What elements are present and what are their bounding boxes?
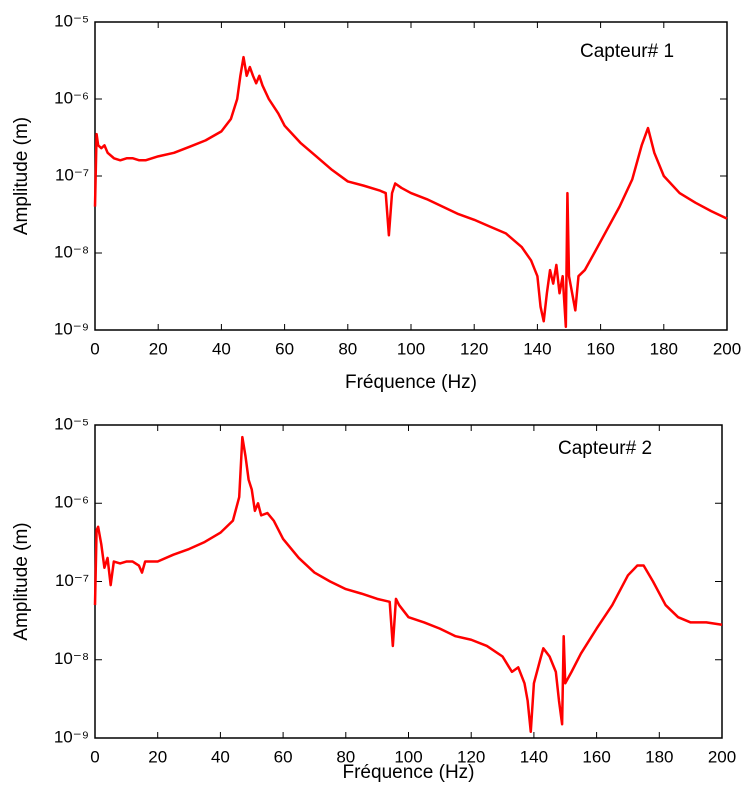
y-tick-label: 10⁻⁵ [54,414,89,433]
x-tick-label: 140 [523,339,551,358]
x-tick-label: 120 [457,747,485,766]
y-tick-label: 10⁻⁶ [54,88,89,107]
y-tick-label: 10⁻⁶ [54,493,89,512]
x-tick-label: 0 [90,339,99,358]
x-tick-label: 200 [713,339,741,358]
x-axis-label: Fréquence (Hz) [345,372,477,393]
annotation: Capteur# 1 [580,41,674,62]
x-tick-label: 160 [582,747,610,766]
data-line [93,55,728,329]
y-tick-label: 10⁻⁹ [54,319,89,338]
y-axis-label: Amplitude (m) [11,522,32,640]
y-tick-label: 10⁻⁹ [54,727,89,746]
x-tick-label: 0 [90,747,99,766]
x-tick-label: 100 [397,339,425,358]
x-tick-label: 140 [520,747,548,766]
x-tick-label: 60 [275,339,294,358]
x-tick-label: 40 [212,339,231,358]
x-tick-label: 60 [274,747,293,766]
plot-frame [94,424,723,739]
x-tick-label: 20 [149,339,168,358]
x-tick-label: 160 [586,339,614,358]
data-line [93,435,723,734]
x-tick-label: 20 [148,747,167,766]
x-tick-label: 80 [338,339,357,358]
x-tick-label: 180 [650,339,678,358]
annotation: Capteur# 2 [558,438,652,459]
x-tick-label: 200 [708,747,736,766]
y-tick-label: 10⁻⁸ [54,242,89,261]
y-tick-label: 10⁻⁷ [55,571,89,590]
x-tick-label: 180 [645,747,673,766]
x-tick-label: 80 [336,747,355,766]
y-tick-label: 10⁻⁷ [55,165,89,184]
y-tick-label: 10⁻⁵ [54,11,89,30]
y-axis-label: Amplitude (m) [11,117,32,235]
x-tick-label: 120 [460,339,488,358]
x-tick-label: 100 [394,747,422,766]
x-tick-label: 40 [211,747,230,766]
y-tick-label: 10⁻⁸ [54,649,89,668]
x-axis-label: Fréquence (Hz) [343,762,475,783]
